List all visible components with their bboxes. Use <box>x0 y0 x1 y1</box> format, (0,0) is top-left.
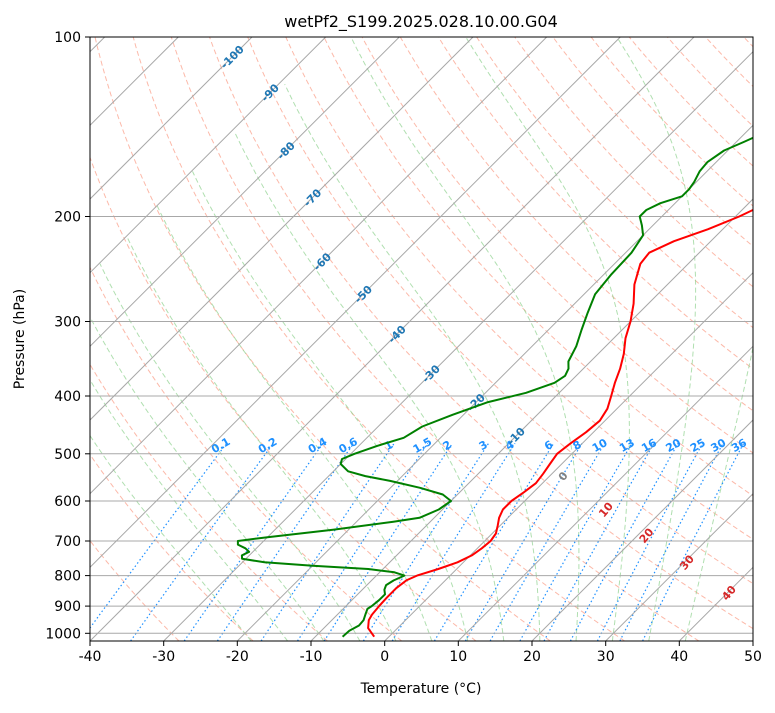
x-tick-label: 30 <box>597 649 615 665</box>
y-tick-label: 700 <box>54 534 81 550</box>
x-tick-label: 10 <box>449 649 467 665</box>
x-tick-label: -40 <box>79 649 102 665</box>
y-tick-label: 800 <box>54 569 81 585</box>
x-tick-label: -30 <box>152 649 175 665</box>
y-tick-label: 400 <box>54 389 81 405</box>
x-tick-label: -20 <box>226 649 249 665</box>
x-tick-label: 0 <box>380 649 389 665</box>
y-tick-label: 900 <box>54 599 81 615</box>
y-tick-label: 100 <box>54 30 81 46</box>
y-tick-label: 500 <box>54 447 81 463</box>
x-tick-label: 20 <box>523 649 541 665</box>
y-axis-label: Pressure (hPa) <box>12 289 28 389</box>
x-tick-label: -10 <box>300 649 323 665</box>
y-tick-label: 200 <box>54 210 81 226</box>
x-axis-label: Temperature (°C) <box>360 681 482 697</box>
x-tick-label: 40 <box>670 649 688 665</box>
y-tick-label: 600 <box>54 494 81 510</box>
chart-title: wetPf2_S199.2025.028.10.00.G04 <box>284 12 558 32</box>
x-tick-label: 50 <box>744 649 762 665</box>
y-tick-label: 1000 <box>45 626 81 642</box>
y-tick-label: 300 <box>54 315 81 331</box>
